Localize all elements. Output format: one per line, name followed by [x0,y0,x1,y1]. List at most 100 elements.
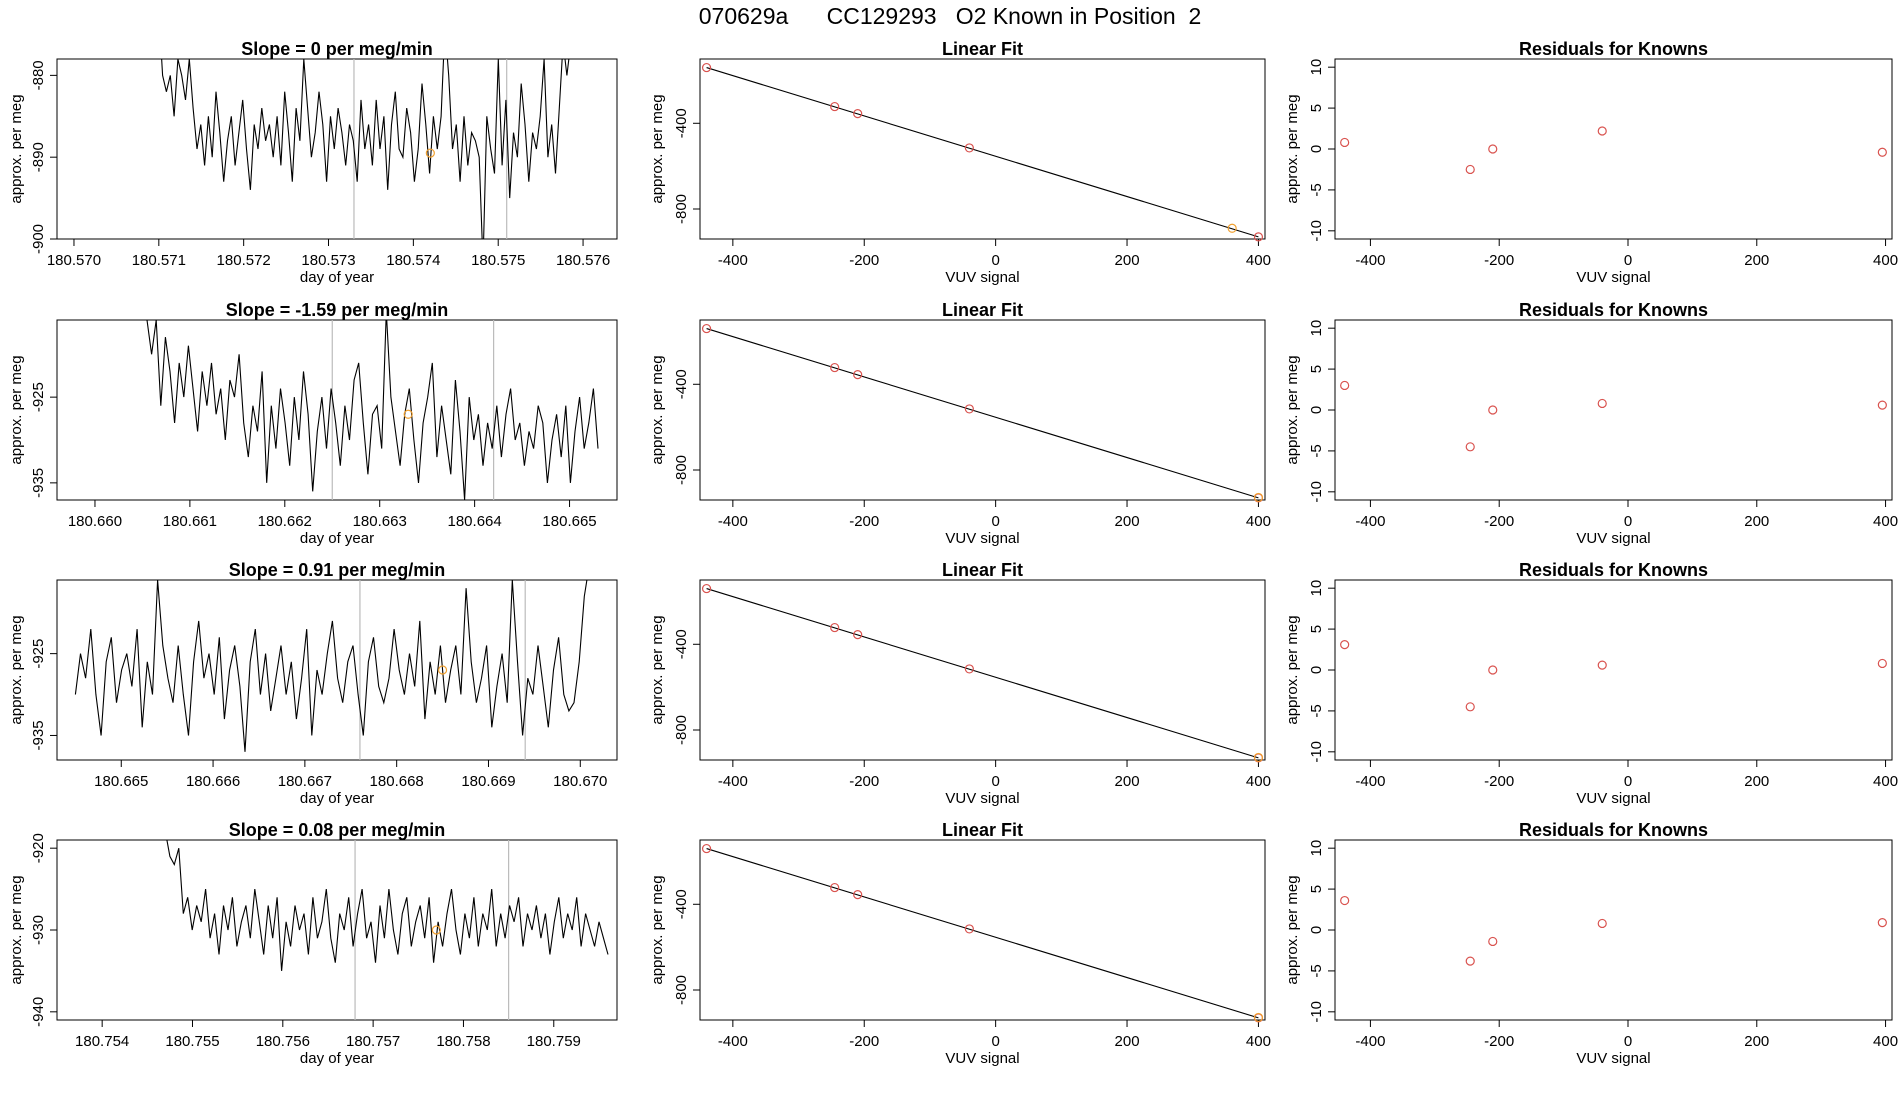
resid-3-x-axis-label: VUV signal [1576,1050,1650,1067]
drift-2-x-tick-label: 180.666 [186,773,240,790]
fit-3-y-tick-label: -400 [673,889,690,919]
fit-1-known-point [701,323,712,334]
resid-0-y-tick-label: 5 [1308,104,1325,112]
fit-1-x-tick-label: 0 [991,513,999,530]
drift-0-x-tick-label: 180.570 [47,252,101,269]
resid-3-residual-point [1877,918,1887,928]
fit-2-x-tick-label: 200 [1115,773,1140,790]
fit-0-title: Linear Fit [942,39,1023,59]
resid-0-plot-frame [1334,58,1893,240]
resid-3-x-tick-label: -400 [1355,1033,1385,1050]
resid-3-residual-point [1465,956,1475,966]
fit-2-plot-frame [699,579,1266,761]
resid-1-y-tick-label: 0 [1308,406,1325,414]
drift-0-y-tick-label: -900 [30,224,47,254]
fit-0-plot-frame [699,58,1266,240]
drift-2-series-line [74,580,588,752]
fit-0-y-axis-label: approx. per meg [649,94,666,203]
resid-1-y-tick-label: 5 [1308,365,1325,373]
fit-3-title: Linear Fit [942,820,1023,840]
resid-2-plot-frame [1334,579,1893,761]
drift-2-sample-point [437,665,448,675]
fit-0-x-axis-label: VUV signal [945,269,1019,286]
resid-3-y-tick-label: 0 [1308,926,1325,934]
resid-3-y-axis-label: approx. per meg [1284,875,1301,984]
drift-0-x-axis-label: day of year [300,269,374,286]
fit-0-y-tick-label: -400 [673,108,690,138]
drift-1-sample-point [403,409,413,419]
fit-2-x-tick-label: 0 [991,773,999,790]
resid-1-x-tick-label: -200 [1484,513,1514,530]
resid-1-residual-point [1465,442,1475,452]
resid-0-x-axis-label: VUV signal [1576,269,1650,286]
drift-0-x-tick-label: 180.576 [556,252,610,269]
drift-1-x-tick-label: 180.661 [163,513,217,530]
drift-1-y-axis-label: approx. per meg [8,355,25,464]
drift-3-y-tick-label: -920 [30,833,47,863]
resid-0-y-tick-label: 0 [1308,145,1325,153]
fit-2-fit-line [706,588,1259,759]
fit-1-x-tick-label: 200 [1115,513,1140,530]
drift-3-x-tick-label: 180.758 [436,1033,490,1050]
resid-0-y-tick-label: -10 [1308,220,1325,242]
fit-3-known-point [701,843,712,854]
fit-0-x-tick-label: -200 [849,252,879,269]
resid-2-y-tick-label: 0 [1308,666,1325,674]
resid-2-residual-point [1488,665,1498,675]
drift-1-title: Slope = -1.59 per meg/min [226,300,449,320]
drift-2-x-tick-label: 180.670 [553,773,607,790]
fit-0-known-point [1253,232,1264,242]
drift-1-plot-frame [56,319,618,501]
resid-3-x-tick-label: -200 [1484,1033,1514,1050]
drift-3-x-tick-label: 180.755 [165,1033,219,1050]
fit-0-known-point [701,62,712,73]
drift-0-x-tick-label: 180.574 [386,252,440,269]
fit-3-x-tick-label: 0 [991,1033,999,1050]
drift-2-y-tick-label: -935 [30,720,47,750]
drift-2-y-tick-label: -925 [30,639,47,669]
resid-0-y-tick-label: 10 [1308,59,1325,76]
resid-3-residual-point [1597,918,1607,929]
drift-1-x-tick-label: 180.660 [68,513,122,530]
drift-3-sample-point [431,925,441,935]
resid-2-residual-point [1597,660,1607,670]
fit-3-plot-frame [699,839,1266,1021]
resid-2-x-tick-label: 200 [1744,773,1769,790]
resid-3-x-tick-label: 400 [1873,1033,1898,1050]
fit-3-fit-line [706,848,1259,1019]
drift-3-x-tick-label: 180.756 [256,1033,310,1050]
resid-3-x-tick-label: 0 [1624,1033,1632,1050]
fit-0-x-tick-label: 400 [1246,252,1271,269]
fit-2-known-point [701,583,712,594]
resid-1-residual-point [1597,398,1607,409]
resid-2-y-tick-label: 10 [1308,580,1325,597]
resid-3-y-tick-label: 10 [1308,840,1325,857]
fit-0-x-tick-label: 0 [991,252,999,269]
resid-1-y-axis-label: approx. per meg [1284,355,1301,464]
fit-0-x-tick-label: -400 [718,252,748,269]
resid-0-x-tick-label: 400 [1873,252,1898,269]
drift-0-sample-point [425,148,435,158]
drift-2-plot-frame [56,579,618,761]
resid-0-residual-point [1465,164,1475,175]
drift-1-y-tick-label: -935 [30,468,47,498]
drift-3-x-axis-label: day of year [300,1050,374,1067]
resid-3-y-tick-label: -5 [1308,964,1325,977]
fit-1-known-point [853,370,863,380]
drift-0-title: Slope = 0 per meg/min [241,39,433,59]
resid-2-residual-point [1340,640,1350,650]
fit-0-x-tick-label: 200 [1115,252,1140,269]
drift-2-x-tick-label: 180.669 [461,773,515,790]
drift-0-x-tick-label: 180.571 [132,252,186,269]
resid-3-y-tick-label: -10 [1308,1001,1325,1023]
resid-0-x-tick-label: -200 [1484,252,1514,269]
resid-3-title: Residuals for Knowns [1519,820,1708,840]
drift-0-x-tick-label: 180.573 [301,252,355,269]
resid-2-x-axis-label: VUV signal [1576,790,1650,807]
resid-3-residual-point [1340,895,1350,906]
drift-0-y-axis-label: approx. per meg [8,94,25,203]
fit-3-sample-point [1253,1012,1264,1023]
fit-0-known-point [964,143,974,153]
resid-3-y-tick-label: 5 [1308,885,1325,893]
fit-1-known-point [830,362,840,373]
